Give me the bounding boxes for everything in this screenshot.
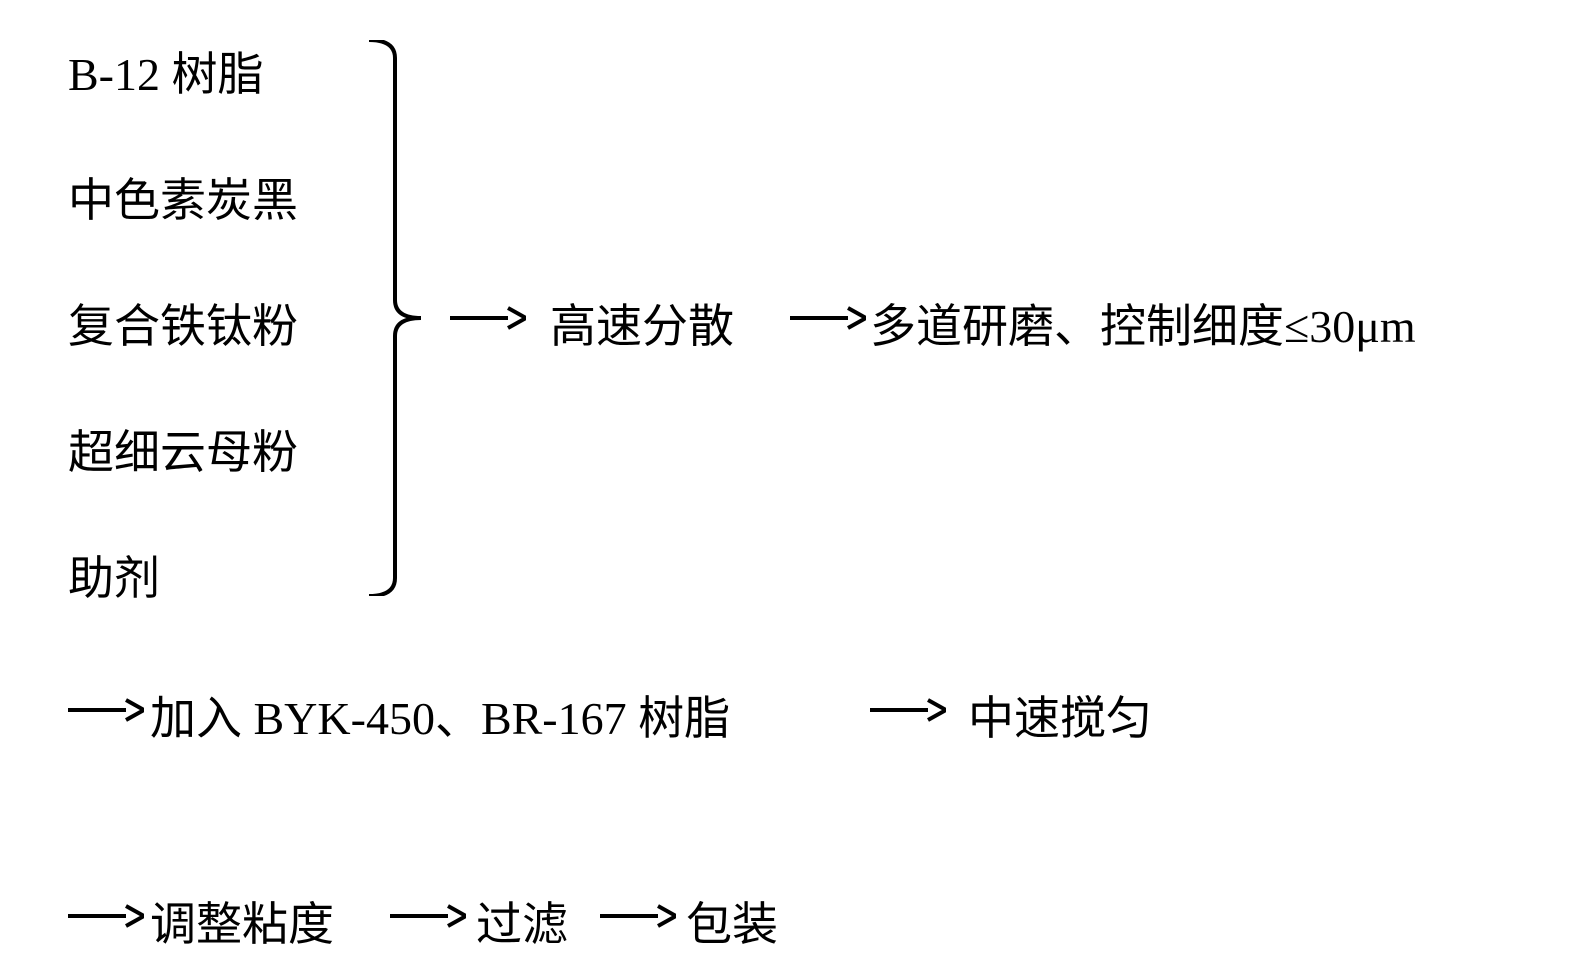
flow3-step-1: 调整粘度 [150, 902, 334, 948]
input-item-1: 中色素炭黑 [68, 178, 298, 224]
flow1-arrow-0 [450, 304, 526, 332]
input-item-2: 复合铁钛粉 [68, 304, 298, 350]
flow1-step-1: 高速分散 [550, 304, 734, 350]
flow2-step-1: 加入 BYK-450、BR-167 树脂 [150, 696, 730, 742]
input-item-4: 助剂 [68, 556, 160, 602]
diagram-canvas: B-12 树脂中色素炭黑复合铁钛粉超细云母粉助剂 高速分散 多道研磨、控制细度≤30… [0, 0, 1569, 979]
flow2-arrow-0 [68, 696, 144, 724]
brace-icon [365, 40, 425, 596]
flow1-step-3: 多道研磨、控制细度≤30μm [870, 304, 1416, 350]
input-item-3: 超细云母粉 [68, 430, 298, 476]
flow3-arrow-4 [600, 902, 676, 930]
flow2-step-3: 中速搅匀 [968, 696, 1152, 742]
flow2-arrow-2 [870, 696, 946, 724]
flow3-arrow-0 [68, 902, 144, 930]
flow3-step-5: 包装 [686, 902, 778, 948]
input-item-0: B-12 树脂 [68, 52, 264, 98]
flow3-arrow-2 [390, 902, 466, 930]
flow3-step-3: 过滤 [476, 902, 568, 948]
flow1-arrow-2 [790, 304, 866, 332]
